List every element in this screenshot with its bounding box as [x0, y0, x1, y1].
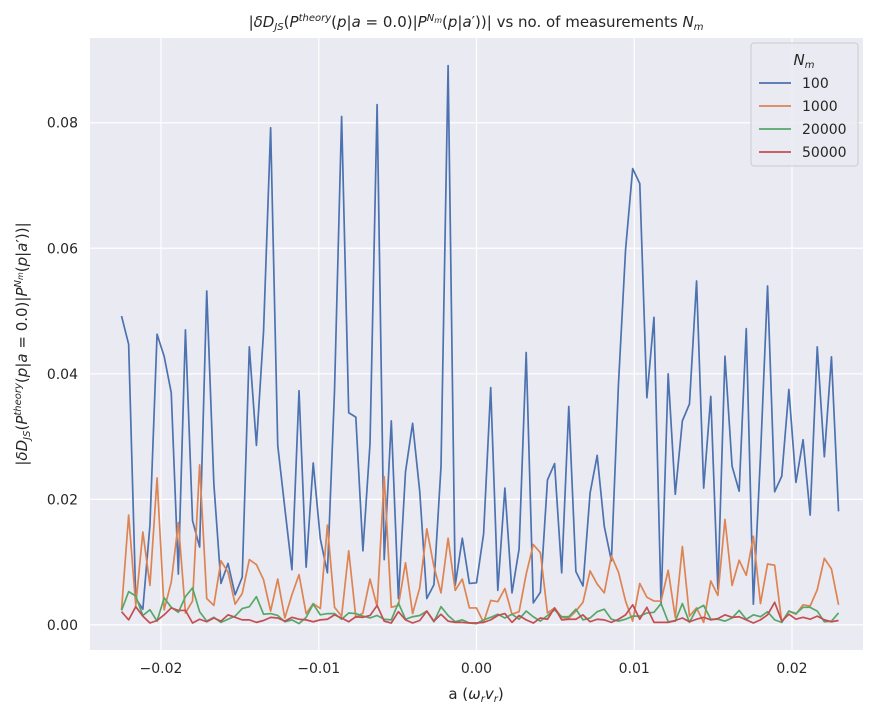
x-tick-labels: −0.02 −0.01 0.00 0.01 0.02	[140, 661, 808, 677]
series-line-1000	[120, 463, 840, 624]
x-tick-label: −0.02	[140, 661, 183, 677]
y-tick-label: 0.00	[47, 618, 78, 634]
y-tick-label: 0.06	[47, 241, 78, 257]
series-line-20000	[120, 587, 840, 625]
x-tick-label: 0.01	[619, 661, 650, 677]
legend-title: Nm	[794, 51, 815, 71]
series-line-100	[120, 64, 840, 611]
x-axis-label: a (ωrvr)	[448, 685, 503, 705]
y-tick-label: 0.04	[47, 367, 78, 383]
y-tick-label: 0.02	[47, 492, 78, 508]
y-tick-labels: 0.00 0.02 0.04 0.06 0.08	[47, 116, 78, 634]
chart-title: |δDJS(Ptheory(p|a = 0.0)|PNm(p|a′))| vs …	[249, 13, 704, 33]
legend-label-20000: 20000	[802, 122, 847, 138]
series-line-50000	[120, 601, 839, 624]
legend-label-50000: 50000	[802, 145, 847, 161]
y-tick-label: 0.08	[47, 116, 78, 132]
x-tick-label: −0.01	[297, 661, 340, 677]
legend-label-100: 100	[802, 76, 829, 92]
legend: Nm 100 1000 20000 50000	[750, 42, 859, 167]
x-tick-label: 0.02	[776, 661, 807, 677]
x-tick-label: 0.00	[461, 661, 492, 677]
legend-label-1000: 1000	[802, 99, 838, 115]
y-axis-label: |δDJS(Ptheory(p|a = 0.0)|PNm(p|a′))|	[13, 222, 33, 465]
legend-items: 100 1000 20000 50000	[759, 76, 847, 161]
grid	[90, 38, 863, 650]
legend-box	[750, 42, 859, 167]
series-lines	[120, 64, 840, 625]
